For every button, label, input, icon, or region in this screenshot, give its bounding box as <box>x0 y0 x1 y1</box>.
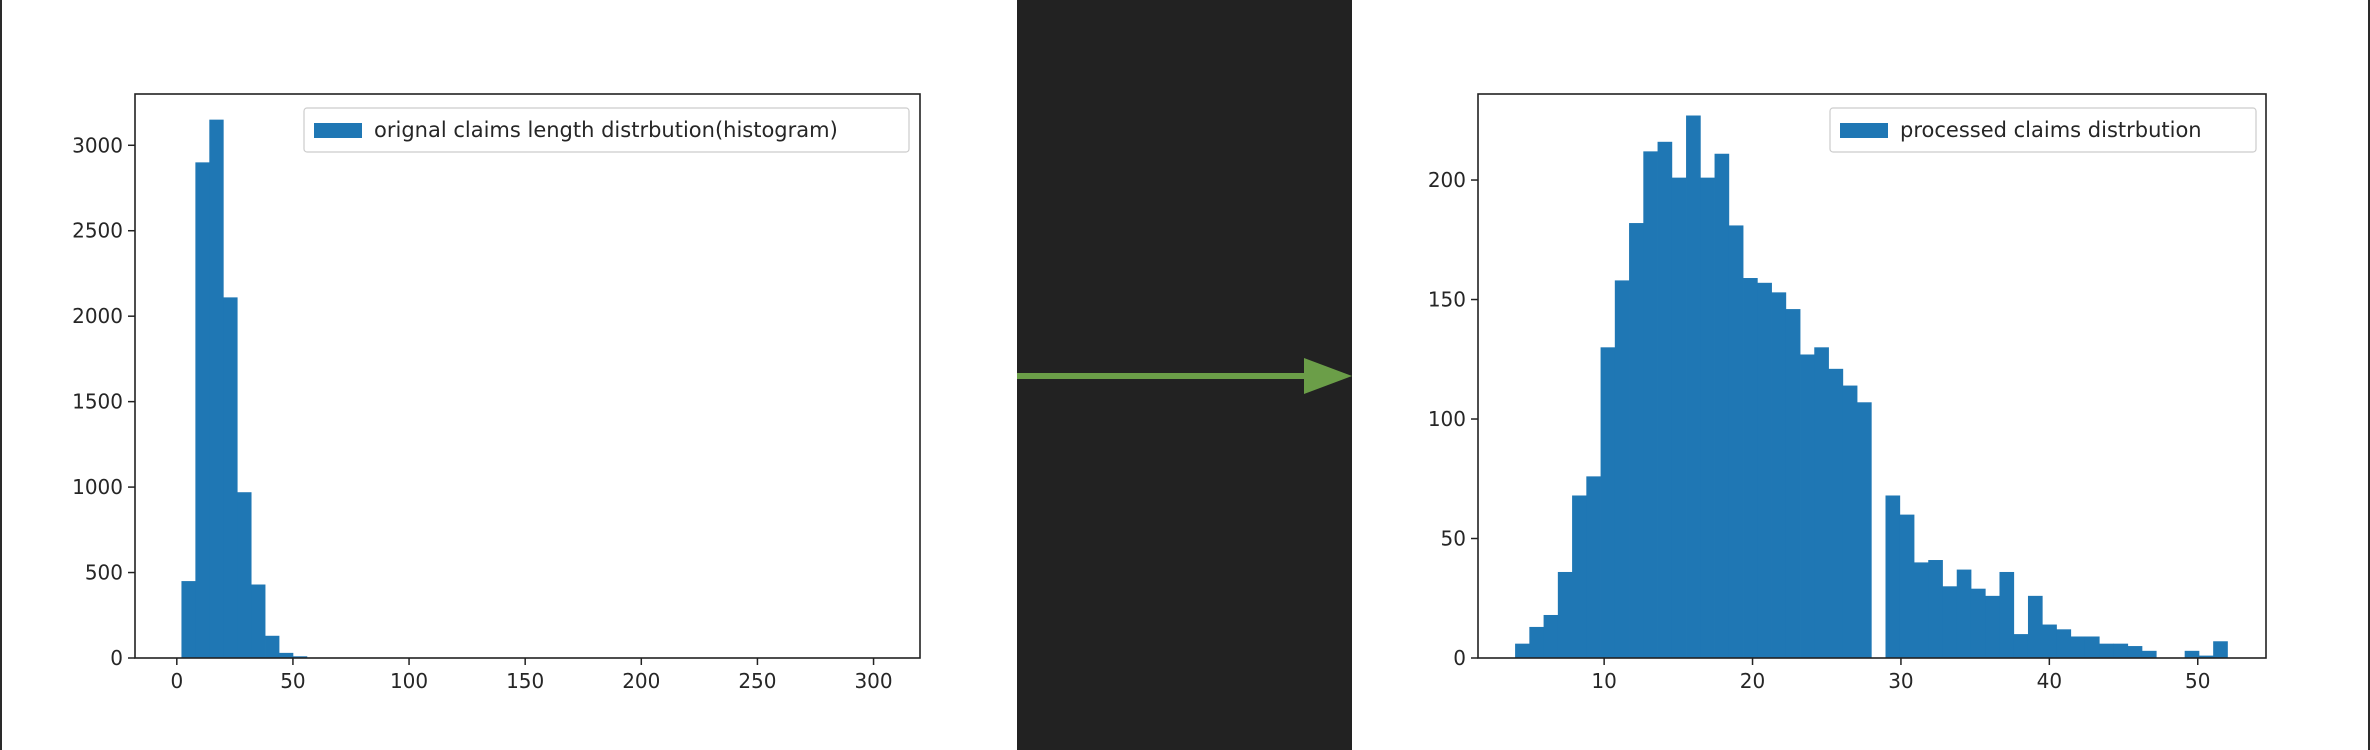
legend: orignal claims length distrbution(histog… <box>303 107 910 153</box>
legend-frame <box>303 107 910 153</box>
y-tick-label: 50 <box>1441 527 1466 551</box>
histogram-bar <box>1557 571 1573 658</box>
x-tick-label: 150 <box>506 669 544 693</box>
histogram-bar <box>1771 292 1787 658</box>
x-tick-label: 50 <box>280 669 305 693</box>
bars <box>181 119 322 659</box>
histogram-bar <box>2127 646 2143 658</box>
histogram-bar <box>1814 347 1829 658</box>
histogram-bar <box>237 492 252 658</box>
legend-swatch <box>1840 123 1888 138</box>
axes-frame <box>134 93 921 659</box>
y-tick-label: 100 <box>1428 407 1466 431</box>
histogram-bar <box>251 584 266 658</box>
histogram-bar <box>1800 354 1815 658</box>
y-tick-label: 150 <box>1428 288 1466 312</box>
histogram-bar <box>1671 177 1687 658</box>
bars <box>1515 115 2228 659</box>
histogram-bar <box>1970 588 1986 658</box>
x-tick-label: 10 <box>1591 669 1616 693</box>
histogram-bar <box>209 119 224 658</box>
histogram-bar <box>2027 595 2043 658</box>
histogram-bar <box>2099 643 2114 658</box>
histogram-bar <box>1785 309 1801 658</box>
histogram-bar <box>1842 385 1858 658</box>
histogram-bar <box>1543 614 1559 658</box>
histogram-bar <box>2070 636 2086 658</box>
histogram-bar <box>1515 643 1530 658</box>
histogram-bar <box>2113 643 2129 658</box>
histogram-bar <box>1885 495 1901 658</box>
left-chart-panel: 0 50 100 150 200 250 300 0 500 1000 1500 2000 2500 30… <box>0 0 1017 750</box>
histogram-bar <box>2141 650 2157 658</box>
x-tick-label: 200 <box>622 669 660 693</box>
legend-label: processed claims distrbution <box>1900 118 2202 142</box>
x-tick-label: 100 <box>390 669 428 693</box>
right-chart-panel: 10 20 30 40 50 0 50 100 150 200 processed claims d… <box>1352 0 2370 750</box>
arrow-head <box>1304 358 1352 394</box>
y-tick-label: 1000 <box>72 475 123 499</box>
histogram-bar <box>2013 634 2029 658</box>
y-tick-label: 200 <box>1428 168 1466 192</box>
histogram-bar <box>1728 225 1744 658</box>
histogram-bar <box>1529 626 1544 658</box>
histogram-bar <box>2213 641 2228 658</box>
original-claims-histogram: 0 50 100 150 200 250 3000500100015002000250030… <box>72 93 921 693</box>
histogram-bar <box>1700 177 1715 658</box>
x-tick-label: 0 <box>170 669 183 693</box>
legend-label: orignal claims length distrbution(histog… <box>374 118 838 142</box>
histogram-bar <box>1743 278 1758 658</box>
histogram-bar <box>1928 560 1943 658</box>
histogram-bar <box>2084 636 2100 658</box>
x-tick-label: 40 <box>2037 669 2062 693</box>
histogram-bar <box>1643 151 1658 659</box>
histogram-bar <box>195 162 210 659</box>
x-tick-label: 20 <box>1740 669 1765 693</box>
histogram-bar <box>1956 569 1972 658</box>
x-tick-label: 50 <box>2185 669 2210 693</box>
histogram-bar <box>1914 562 1929 658</box>
y-tick-label: 2000 <box>72 304 123 328</box>
histogram-bar <box>292 656 308 658</box>
y-tick-label: 2500 <box>72 219 123 243</box>
histogram-bar <box>1614 280 1630 658</box>
histogram-bar <box>1942 586 1958 658</box>
histogram-bar <box>1629 223 1644 659</box>
histogram-bar <box>1686 115 1701 658</box>
histogram-bar <box>223 297 238 658</box>
histogram-bar <box>1600 347 1616 658</box>
y-tick-label: 0 <box>110 646 123 670</box>
histogram-bar <box>1857 402 1872 658</box>
x-tick-label: 300 <box>854 669 892 693</box>
histogram-bar <box>1657 141 1673 659</box>
x-tick-label: 250 <box>738 669 776 693</box>
legend: processed claims distrbution <box>1829 107 2257 153</box>
histogram-bar <box>265 635 280 658</box>
histogram-bar <box>278 652 294 658</box>
x-tick-label: 30 <box>1888 669 1913 693</box>
histogram-bar <box>1899 514 1915 658</box>
histogram-bar <box>1985 595 2000 658</box>
axes-frame <box>1477 93 2267 659</box>
histogram-bar <box>1999 571 2015 658</box>
processed-claims-histogram: 10 20 30 40 50 0 50 100 150 200 processed claims d… <box>1428 93 2267 693</box>
histogram-bar <box>181 581 196 658</box>
legend-frame <box>1829 107 2257 153</box>
histogram-bar <box>1572 495 1587 658</box>
histogram-bar <box>2198 655 2214 658</box>
histogram-bar <box>1757 282 1772 658</box>
histogram-bar <box>2056 629 2072 658</box>
legend-swatch <box>314 123 362 138</box>
histogram-bar <box>1828 368 1844 658</box>
histogram-bar <box>1586 476 1601 658</box>
y-tick-label: 0 <box>1453 646 1466 670</box>
y-tick-label: 1500 <box>72 390 123 414</box>
y-tick-label: 3000 <box>72 133 123 157</box>
y-tick-label: 500 <box>85 561 123 585</box>
histogram-bar <box>2184 650 2200 658</box>
transition-arrow <box>1017 358 1352 394</box>
histogram-bar <box>1714 153 1730 658</box>
histogram-bar <box>2042 624 2057 658</box>
